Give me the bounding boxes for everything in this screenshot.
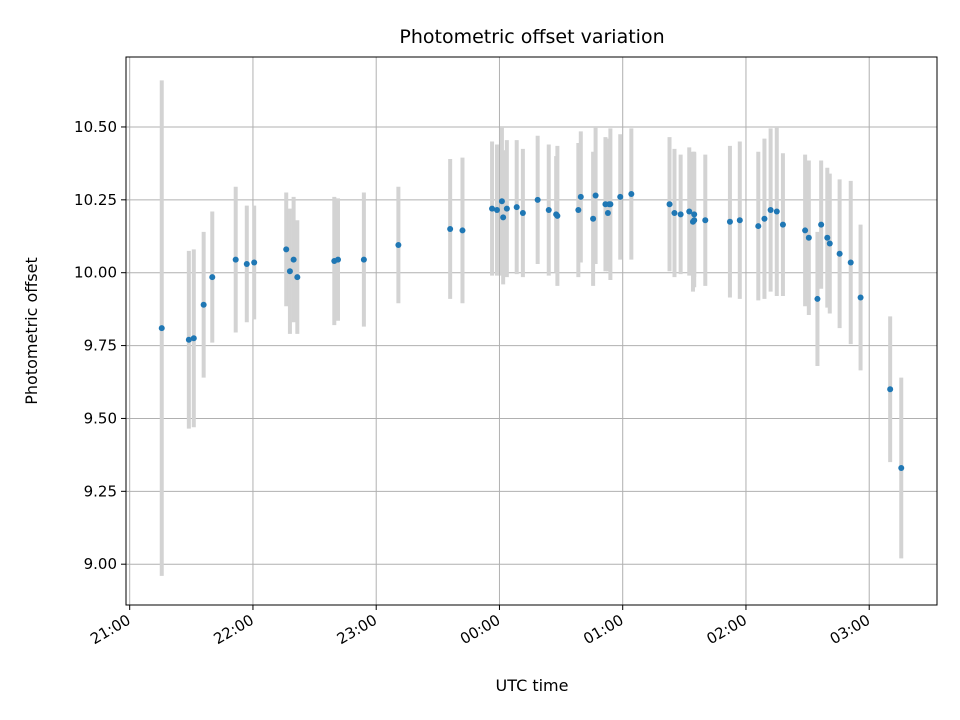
data-point [232, 256, 239, 263]
data-point [818, 221, 825, 228]
y-tick-label: 10.00 [74, 264, 117, 282]
y-axis: 9.00 9.25 9.50 9.75 10.00 10.25 10.50 [74, 118, 126, 573]
data-point [513, 204, 520, 211]
data-point [805, 234, 812, 241]
data-point [158, 325, 165, 332]
data-point [534, 196, 541, 203]
data-point [736, 217, 743, 224]
data-points [158, 191, 905, 471]
data-point [575, 207, 582, 214]
data-point [628, 191, 635, 197]
data-point [691, 217, 698, 224]
data-point [554, 212, 561, 219]
data-point [577, 193, 584, 200]
data-point [334, 256, 341, 263]
data-point [773, 208, 780, 215]
data-point [755, 223, 762, 230]
y-tick-label: 9.00 [84, 555, 117, 573]
data-point [814, 295, 821, 302]
x-axis-title: UTC time [496, 676, 569, 695]
data-point [251, 259, 258, 266]
data-point [545, 207, 552, 214]
data-point [395, 242, 402, 249]
data-point [360, 256, 367, 263]
data-point [185, 336, 192, 343]
data-point [209, 274, 216, 281]
data-point [190, 335, 197, 342]
data-point [243, 260, 250, 267]
data-point [779, 221, 786, 228]
data-point [702, 217, 709, 224]
data-point [459, 227, 466, 234]
y-tick-label: 9.25 [84, 482, 117, 500]
data-point [489, 205, 496, 212]
data-point [887, 386, 894, 393]
data-point [498, 198, 505, 205]
data-point [290, 256, 297, 263]
grid [126, 57, 937, 605]
y-tick-label: 9.50 [84, 409, 117, 427]
data-point [283, 246, 290, 253]
data-point [726, 218, 733, 225]
data-point [200, 301, 207, 308]
data-point [824, 234, 831, 241]
data-point [286, 268, 293, 275]
data-point [592, 192, 599, 199]
y-tick-label: 10.25 [74, 191, 117, 209]
data-point [767, 207, 774, 214]
data-point [604, 209, 611, 216]
data-point [686, 208, 693, 215]
data-point [607, 201, 614, 208]
data-point [691, 211, 698, 218]
data-point [802, 227, 809, 234]
y-axis-title: Photometric offset [22, 257, 41, 405]
data-point [857, 294, 864, 301]
data-point [493, 207, 500, 214]
data-point [671, 209, 678, 216]
data-point [447, 225, 454, 232]
data-point [617, 193, 624, 200]
data-point [519, 209, 526, 216]
y-tick-label: 9.75 [84, 337, 117, 355]
data-point [826, 240, 833, 247]
data-point [847, 259, 854, 266]
y-tick-label: 10.50 [74, 118, 117, 136]
data-point [503, 205, 510, 212]
plot-frame [125, 56, 938, 606]
data-point [500, 214, 507, 221]
data-point [836, 250, 843, 257]
data-point [898, 465, 905, 471]
data-point [761, 215, 768, 222]
data-point [666, 201, 673, 208]
data-point [677, 211, 684, 218]
data-point [294, 274, 301, 281]
chart-title: Photometric offset variation [399, 26, 664, 48]
data-point [590, 215, 597, 222]
